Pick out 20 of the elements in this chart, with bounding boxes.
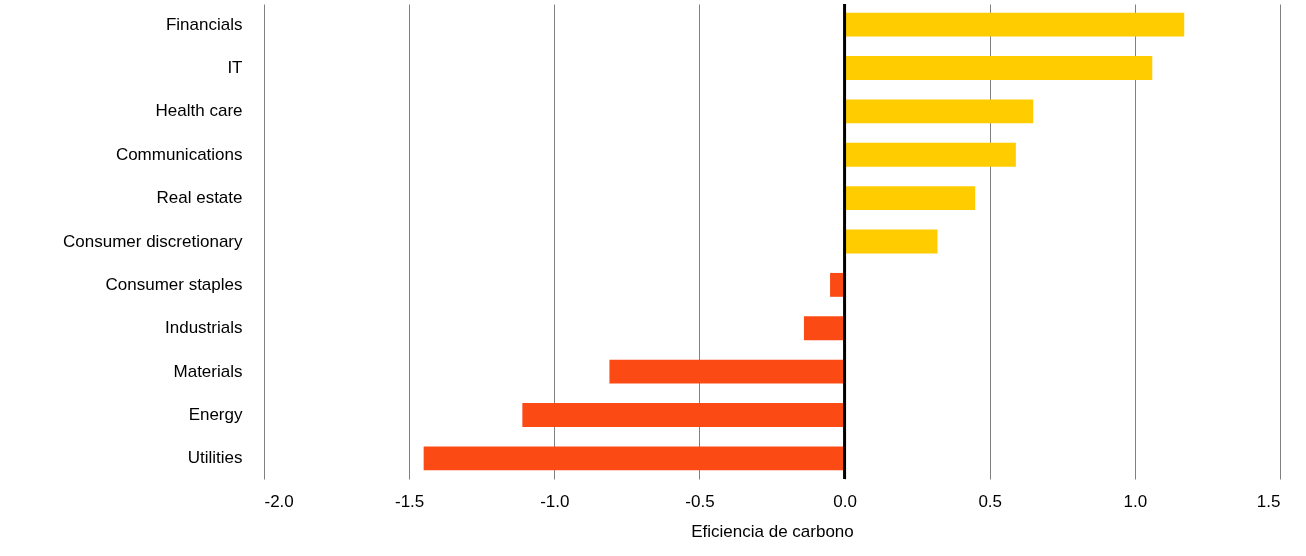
y-tick-label: Communications (115, 144, 243, 164)
x-tick-label: -0.5 (685, 491, 715, 511)
x-tick-label: -1.5 (394, 491, 425, 511)
y-tick-label: IT (227, 57, 243, 77)
y-tick-label: Real estate (156, 188, 243, 208)
y-tick-label: Materials (173, 361, 243, 381)
y-tick-label: Energy (188, 405, 243, 425)
x-tick-label: 1.0 (1123, 491, 1148, 511)
x-tick-label: 0.0 (833, 491, 857, 511)
x-axis-title: Eficiencia de carbono (691, 521, 854, 541)
x-tick-label: -1.0 (540, 491, 570, 511)
y-tick-label: Consumer discretionary (62, 231, 243, 251)
x-tick-label: 1.5 (1256, 491, 1281, 511)
y-tick-label: Consumer staples (105, 274, 243, 294)
y-tick-label: Health care (155, 101, 243, 121)
y-tick-label: Industrials (165, 318, 243, 338)
y-tick-label: Utilities (187, 448, 243, 468)
x-tick-label: -2.0 (264, 491, 294, 511)
x-tick-label: 0.5 (978, 491, 1003, 511)
y-tick-label: Financials (165, 14, 243, 34)
